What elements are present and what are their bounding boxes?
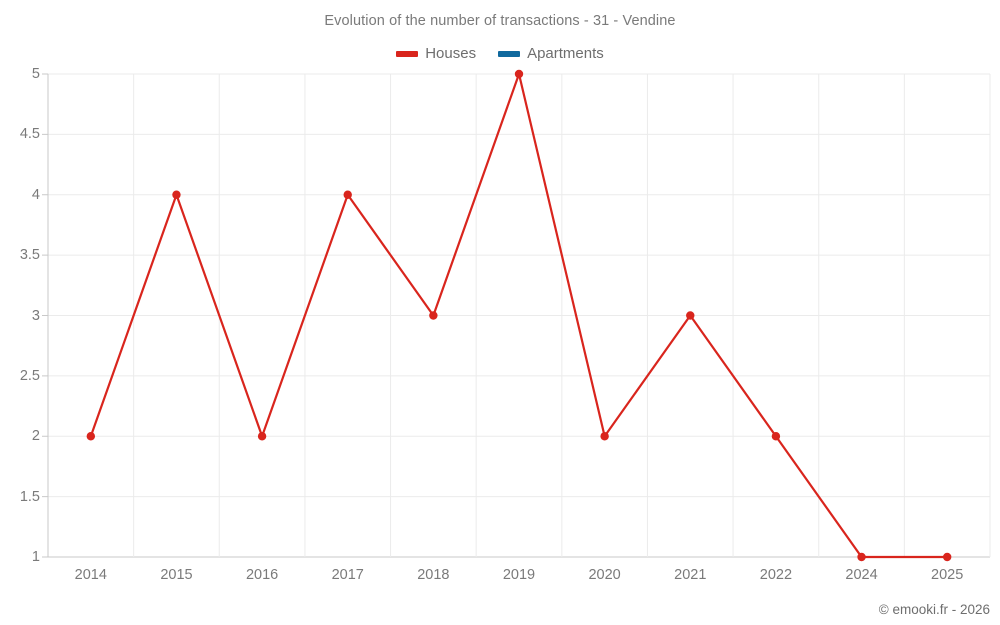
- y-axis-tick-label: 5: [31, 66, 40, 82]
- legend-item-houses[interactable]: Houses: [396, 45, 476, 62]
- grid-lines: [47, 73, 991, 558]
- data-point[interactable]: [857, 552, 866, 562]
- data-point[interactable]: [942, 552, 952, 562]
- x-axis-tick-label: 2015: [160, 567, 193, 583]
- data-point[interactable]: [343, 190, 352, 199]
- y-axis-tick-label: 2: [31, 428, 40, 445]
- legend-line-swatch-icon: [498, 50, 521, 57]
- x-axis-tick-label: 2020: [588, 567, 621, 583]
- y-axis-tick-label: 4.5: [19, 126, 40, 143]
- data-point[interactable]: [686, 311, 695, 320]
- y-axis-tick-label: 3.5: [19, 247, 40, 264]
- x-axis-tick-label: 2019: [502, 567, 536, 583]
- copyright-credit: © emooki.fr - 2026: [878, 602, 990, 617]
- legend-item-label: Apartments: [527, 45, 604, 62]
- data-point[interactable]: [172, 190, 181, 199]
- x-axis-tick-label: 2022: [759, 567, 793, 583]
- y-axis-ticks: [42, 73, 48, 558]
- y-axis-tick-label: 1.5: [19, 488, 40, 505]
- x-axis-tick-label: 2018: [417, 567, 450, 583]
- x-axis-tick-label: 2017: [331, 567, 364, 583]
- legend-item-label: Houses: [425, 45, 477, 62]
- legend-line-swatch-icon: [396, 50, 419, 57]
- legend-item-apartments[interactable]: Apartments: [498, 45, 604, 62]
- x-axis-tick-label: 2024: [845, 567, 878, 583]
- y-axis-tick-label: 3: [31, 307, 40, 324]
- chart-legend: Houses Apartments: [0, 45, 1000, 62]
- data-point[interactable]: [86, 432, 96, 441]
- data-point[interactable]: [514, 69, 524, 79]
- y-axis-tick-label: 1: [31, 549, 40, 565]
- x-axis-tick-label: 2025: [931, 567, 964, 583]
- x-axis-tick-label: 2014: [74, 567, 107, 583]
- data-point[interactable]: [600, 432, 609, 441]
- chart-title: Evolution of the number of transactions …: [324, 13, 676, 29]
- x-axis-tick-label: 2021: [674, 567, 707, 583]
- data-point[interactable]: [771, 432, 781, 441]
- y-axis-tick-label: 2.5: [19, 367, 40, 384]
- series-houses: [86, 69, 952, 562]
- y-axis-tick-label: 4: [31, 186, 40, 203]
- data-point[interactable]: [257, 432, 267, 441]
- x-axis-tick-label: 2016: [245, 567, 279, 583]
- data-point[interactable]: [429, 311, 438, 320]
